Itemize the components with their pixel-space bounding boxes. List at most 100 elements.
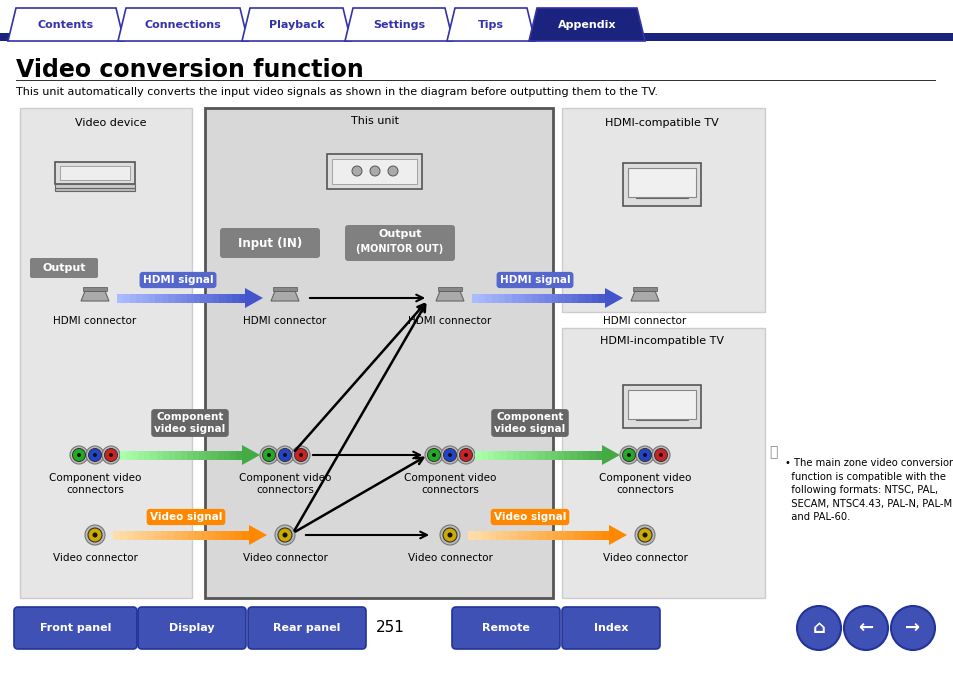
Bar [194, 530, 202, 540]
Bar [591, 293, 598, 302]
Bar [531, 530, 538, 540]
Bar [518, 293, 525, 302]
Bar [570, 450, 577, 460]
Bar [232, 293, 239, 302]
Bar [181, 293, 188, 302]
Bar [167, 530, 174, 540]
Bar [144, 450, 151, 460]
Bar [201, 530, 209, 540]
Polygon shape [242, 445, 260, 465]
Polygon shape [630, 291, 659, 301]
Bar [327, 153, 422, 188]
Text: Index: Index [593, 623, 627, 633]
Bar [160, 530, 168, 540]
Circle shape [619, 446, 638, 464]
Circle shape [282, 532, 287, 538]
Circle shape [388, 166, 397, 176]
Bar [126, 450, 132, 460]
Bar [230, 450, 236, 460]
Bar [187, 450, 193, 460]
Bar [223, 450, 230, 460]
Text: Video device: Video device [75, 118, 147, 128]
Bar [273, 287, 296, 291]
Circle shape [796, 606, 841, 650]
Text: Component
video signal: Component video signal [154, 412, 226, 434]
Bar [147, 530, 154, 540]
Text: Component video
connectors: Component video connectors [403, 473, 496, 495]
Bar [235, 450, 242, 460]
Circle shape [651, 446, 669, 464]
Bar [120, 450, 127, 460]
Bar [551, 293, 558, 302]
Bar [149, 293, 155, 302]
Bar [551, 450, 558, 460]
Circle shape [72, 448, 86, 462]
Text: Video signal: Video signal [150, 512, 222, 522]
Bar [437, 287, 461, 291]
FancyBboxPatch shape [345, 225, 455, 261]
Bar [525, 450, 532, 460]
Bar [622, 385, 700, 428]
Bar [545, 530, 553, 540]
Bar [83, 287, 107, 291]
Circle shape [262, 448, 275, 462]
Bar [229, 530, 235, 540]
Circle shape [86, 446, 104, 464]
Text: Component video
connectors: Component video connectors [238, 473, 331, 495]
Bar [133, 530, 140, 540]
Text: 251: 251 [375, 621, 404, 635]
Text: HDMI-compatible TV: HDMI-compatible TV [604, 118, 719, 128]
Bar [162, 293, 169, 302]
Circle shape [654, 448, 667, 462]
Text: Contents: Contents [38, 20, 94, 30]
Circle shape [442, 528, 456, 542]
Circle shape [370, 166, 379, 176]
Bar [120, 530, 127, 540]
Bar [561, 328, 764, 598]
Bar [505, 293, 512, 302]
Text: Remote: Remote [481, 623, 529, 633]
Bar [518, 450, 526, 460]
Text: (MONITOR OUT): (MONITOR OUT) [356, 244, 443, 254]
Bar [544, 293, 552, 302]
Bar [181, 450, 188, 460]
Text: HDMI signal: HDMI signal [499, 275, 570, 285]
Text: HDMI connector: HDMI connector [53, 316, 136, 326]
Text: Settings: Settings [373, 20, 425, 30]
Bar [238, 293, 245, 302]
Bar [205, 450, 212, 460]
Bar [524, 530, 532, 540]
Bar [156, 450, 163, 460]
Bar [589, 450, 596, 460]
Polygon shape [601, 445, 619, 465]
Circle shape [626, 453, 630, 457]
Bar [578, 293, 585, 302]
Bar [496, 530, 503, 540]
Bar [208, 530, 215, 540]
Text: Video connector: Video connector [242, 553, 327, 563]
Polygon shape [242, 8, 351, 41]
Bar [571, 293, 578, 302]
Bar [117, 293, 124, 302]
Text: Playback: Playback [269, 20, 324, 30]
Bar [55, 162, 135, 184]
Text: • The main zone video conversion
  function is compatible with the
  following f: • The main zone video conversion functio… [784, 458, 953, 522]
Circle shape [88, 528, 102, 542]
Bar [242, 530, 250, 540]
Bar [155, 293, 162, 302]
Text: Component
video signal: Component video signal [494, 412, 565, 434]
Bar [559, 530, 567, 540]
Text: Component video
connectors: Component video connectors [598, 473, 691, 495]
FancyBboxPatch shape [30, 258, 98, 278]
Bar [487, 450, 494, 460]
Bar [235, 530, 242, 540]
Bar [475, 450, 481, 460]
Polygon shape [436, 291, 463, 301]
Bar [517, 530, 524, 540]
Bar [561, 108, 764, 312]
Bar [627, 168, 696, 197]
Bar [655, 406, 668, 414]
Polygon shape [271, 291, 298, 301]
Circle shape [447, 532, 452, 538]
Bar [627, 390, 696, 419]
